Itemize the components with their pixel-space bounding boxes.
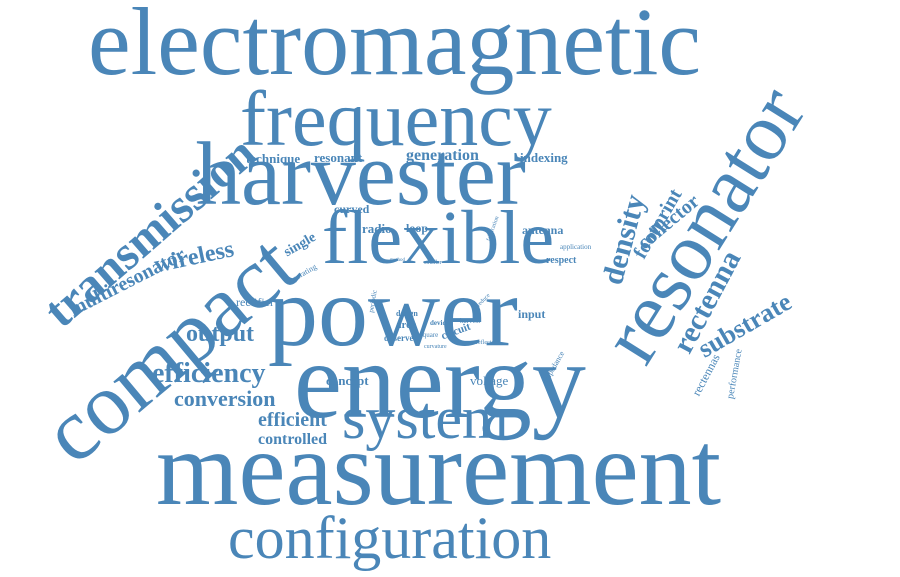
word-design: design [396, 309, 418, 318]
word-input: input [518, 307, 546, 321]
word-observed: observed [384, 333, 419, 343]
word-performance: performance [725, 348, 745, 400]
word-output: output [186, 321, 255, 347]
word-square: square [420, 331, 439, 339]
word-frequency: frequency [240, 75, 552, 162]
word-curved: curved [334, 202, 370, 216]
word-generation: generation [406, 147, 479, 164]
word-harvester: harvester [196, 125, 526, 224]
word-electromagnetic: electromagnetic [88, 0, 701, 95]
word-conversion: conversion [174, 386, 276, 411]
word-harvest: harvest [460, 317, 481, 325]
word-rectifier: rectifier [236, 295, 274, 309]
word-area: area [396, 319, 417, 331]
word-loop: loop [406, 221, 429, 235]
word-efficiency: efficiency [152, 358, 266, 389]
word-device: device [430, 319, 449, 327]
word-efficient: efficient [258, 409, 327, 431]
word-configuration: configuration [228, 505, 552, 571]
word-radio: radio [362, 221, 392, 236]
word-flexible: flexible [322, 196, 555, 280]
word-energy: energy [294, 322, 586, 441]
word-power: power [268, 256, 518, 367]
word-antenna: antenna [522, 223, 564, 237]
word-system: system [342, 385, 509, 451]
word-measurement: measurement [156, 410, 722, 527]
word-technique: technique [246, 151, 301, 166]
word-concept: concept [326, 373, 369, 388]
word-respect: respect [546, 255, 577, 266]
word-curvature: curvature [424, 344, 447, 350]
word-application: application [560, 243, 592, 251]
word-controlled: controlled [258, 431, 328, 448]
word-smaller: smaller [424, 260, 442, 266]
word-resonant: resonant [314, 150, 363, 165]
word-reflector: reflector [476, 340, 497, 346]
word-voltage: voltage [470, 373, 509, 388]
word-rectennas: rectennas [689, 351, 723, 399]
word-method: method [390, 258, 405, 263]
word-indexing: indexing [520, 150, 568, 165]
